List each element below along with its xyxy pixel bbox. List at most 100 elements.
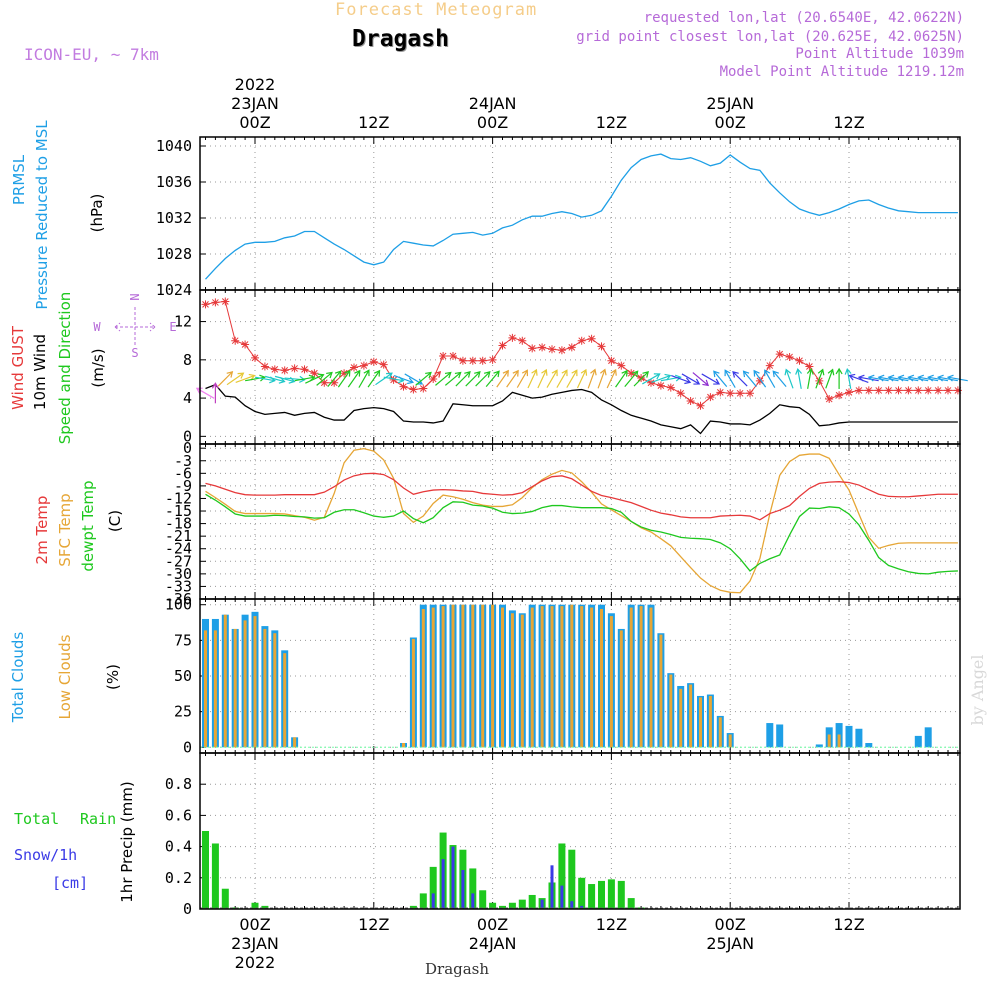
wind-arrow-head <box>753 369 760 377</box>
y-tick-label: 25 <box>174 703 192 721</box>
low-cloud-bar <box>827 734 831 748</box>
top-time-label: 23JAN <box>231 94 279 113</box>
wind-arrow-head <box>937 374 944 382</box>
wind-arrow-head <box>551 369 558 377</box>
gust-marker <box>726 389 735 398</box>
wind-arrow <box>624 370 639 388</box>
rain-bar <box>588 884 596 909</box>
low-cloud-bar <box>837 734 841 748</box>
wind-arrow-head <box>454 371 462 379</box>
wind-arrow <box>633 371 649 387</box>
compass-e: E <box>169 320 176 334</box>
snow-bar <box>431 893 435 909</box>
temp-unit: (C) <box>106 510 124 532</box>
low-cloud-bar <box>699 697 702 748</box>
low-cloud-bar <box>233 628 237 748</box>
total-cloud-bar <box>815 744 823 748</box>
gust-marker <box>498 341 507 350</box>
top-time-label: 00Z <box>239 113 270 132</box>
low-cloud-bar <box>441 606 445 748</box>
rain-bar <box>508 902 516 909</box>
gust-marker <box>300 365 309 374</box>
wind-arrow-head <box>407 377 414 385</box>
wind-arrow <box>537 368 548 389</box>
total-cloud-bar <box>845 725 853 748</box>
top-time-label: 24JAN <box>469 94 517 113</box>
y-tick-label: 100 <box>165 596 192 614</box>
wind-arrow <box>937 374 958 382</box>
top-time-label: 00Z <box>715 113 746 132</box>
low-cloud-bar <box>421 608 425 748</box>
wind-arrow-head <box>844 367 852 375</box>
low-cloud-bar <box>243 620 247 748</box>
wind-arrow-head <box>857 374 865 382</box>
wind-arrow-shaft <box>485 370 500 388</box>
y-tick-label: 1036 <box>156 173 192 191</box>
gust-marker <box>538 343 547 352</box>
wind-arrow <box>835 367 843 389</box>
wind-arrow <box>927 374 949 382</box>
low-cloud-bar <box>501 607 504 748</box>
wind-arrow <box>367 369 381 388</box>
y-tick-label: 0.8 <box>165 775 192 793</box>
wind-arrow <box>587 368 597 389</box>
low-cloud-bar <box>461 604 465 748</box>
wind-arrow <box>347 369 361 388</box>
top-time-label: 12Z <box>833 113 864 132</box>
low-cloud-bar <box>689 684 693 748</box>
total-clouds-label: Total Clouds <box>9 632 27 724</box>
wind-arrow <box>358 369 370 388</box>
wind-arrow <box>235 373 256 383</box>
gust-marker <box>716 388 725 397</box>
gust-marker <box>894 386 903 395</box>
wind-arrow-shaft <box>516 369 528 388</box>
total-cloud-bar <box>766 723 774 748</box>
wind-arrow-shaft <box>347 370 361 388</box>
wind-arrow <box>692 372 710 387</box>
wind-arrow <box>877 374 899 382</box>
gust-marker <box>379 360 388 369</box>
bottom-time-label: 12Z <box>358 915 389 934</box>
wind-arrow-shaft <box>537 369 547 389</box>
low-cloud-bar <box>481 604 485 748</box>
wind-arrow-shaft <box>858 376 879 382</box>
rain-bar <box>261 905 269 909</box>
wind-arrow-head <box>344 369 351 377</box>
wind-arrow-head <box>571 369 578 377</box>
low-cloud-bar <box>619 630 623 748</box>
wind-arrow-shaft <box>587 369 596 389</box>
rain-label-rain: Rain <box>80 810 116 828</box>
gust-marker <box>953 386 962 395</box>
y-tick-label: 1028 <box>156 245 192 263</box>
low-cloud-bar <box>649 607 653 748</box>
rain-bar <box>499 905 506 909</box>
gust-marker <box>656 381 665 390</box>
wind-arrow-shaft <box>732 371 748 387</box>
low-cloud-bar <box>540 606 544 748</box>
compass-s: S <box>131 346 138 360</box>
gust-marker <box>666 383 675 392</box>
y-tick-label: 1032 <box>156 209 192 227</box>
wind-arrow-shaft <box>415 372 432 386</box>
low-cloud-bar <box>679 688 683 748</box>
wind-arrow-head <box>259 374 266 382</box>
gust-marker <box>260 362 269 371</box>
wind-arrow-head <box>226 371 234 378</box>
wind-arrow-head <box>600 368 607 376</box>
y-tick-label: 8 <box>183 351 192 369</box>
wind-arrow-head <box>493 370 500 378</box>
gust-marker <box>647 378 655 387</box>
wind-arrow-shaft <box>701 373 720 385</box>
wind-arrow-head <box>502 369 509 377</box>
wind-arrow-shaft <box>337 370 351 388</box>
low-cloud-bar <box>223 614 227 748</box>
wind-arrow-shaft <box>226 372 244 386</box>
wind-arrow <box>857 374 879 382</box>
y-tick-label: -9 <box>174 477 192 495</box>
bottom-time-label: 25JAN <box>706 934 754 953</box>
y-tick-label: 0 <box>183 738 192 756</box>
wind-arrow-shaft <box>425 371 441 387</box>
gust-marker <box>280 366 289 375</box>
wind-arrow <box>597 368 607 389</box>
bottom-time-label: 2022 <box>235 953 276 972</box>
